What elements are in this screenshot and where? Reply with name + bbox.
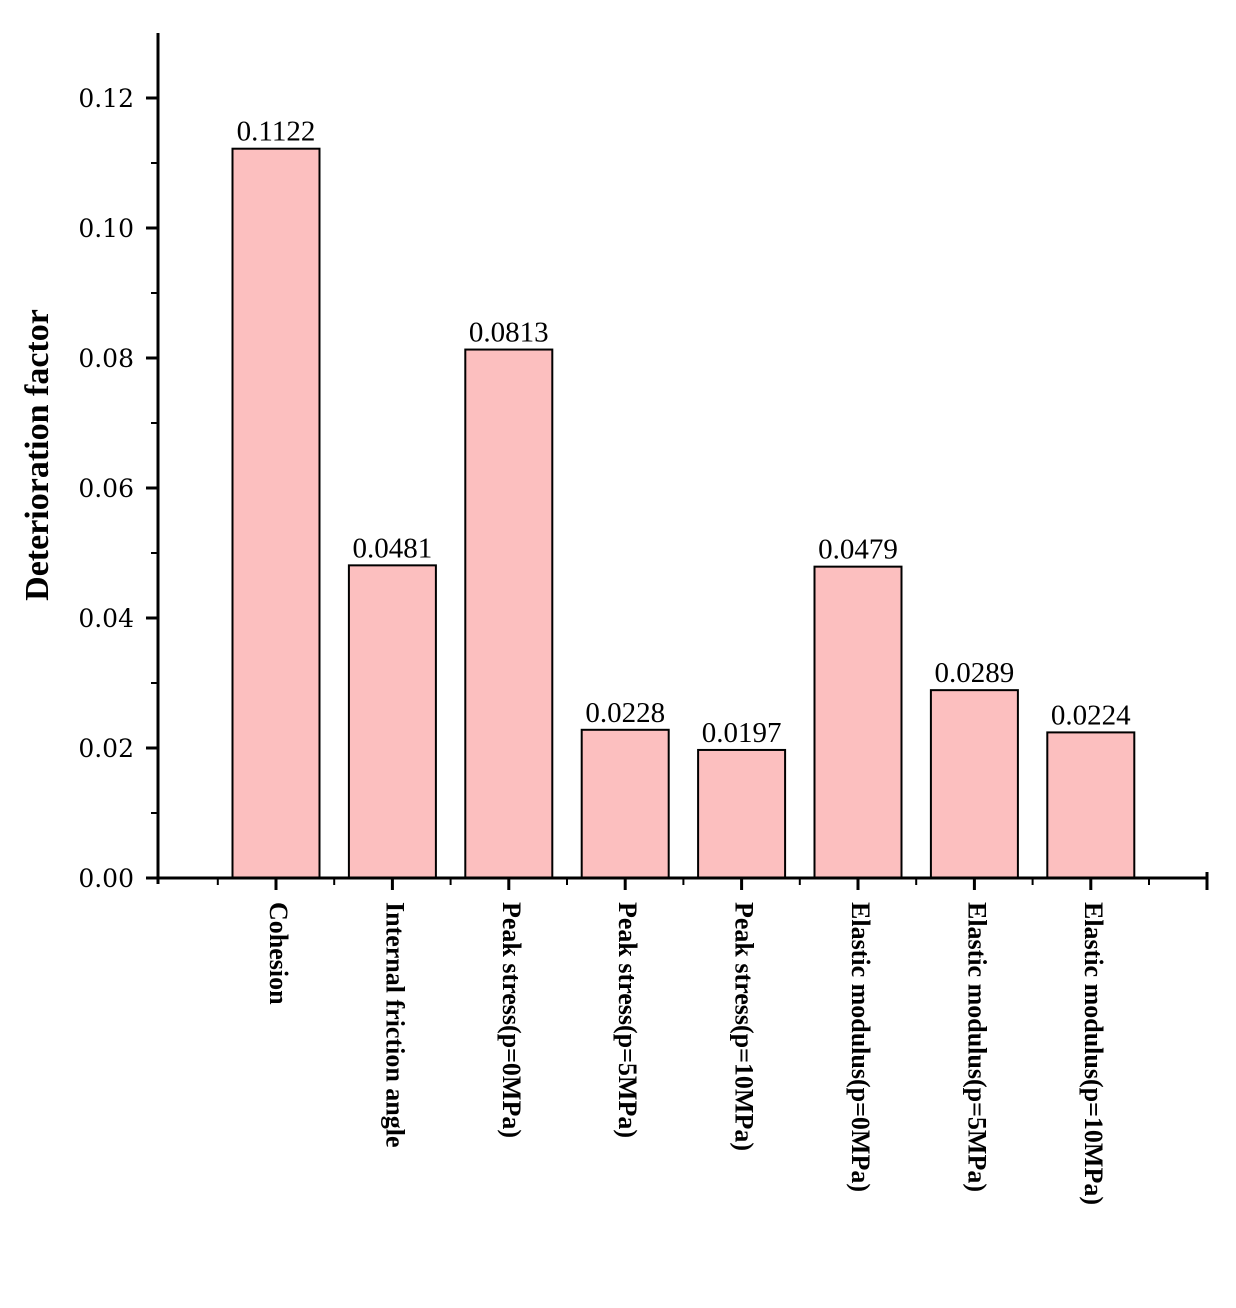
- y-tick-label-1: 0.02: [78, 734, 134, 763]
- bar-5: [697, 748, 787, 880]
- bar-7: [929, 689, 1019, 880]
- data-label-4: 0.0228: [585, 697, 665, 729]
- y-tick-label-3: 0.06: [78, 474, 134, 503]
- bar-2: [347, 564, 437, 879]
- x-category-label-1: Cohesion: [264, 902, 293, 1005]
- x-category-label-7: Elastic modulus(p=5MPa): [962, 902, 991, 1192]
- x-category-label-3: Peak stress(p=0MPa): [497, 902, 526, 1138]
- x-category-label-2: Internal friction angle: [380, 902, 409, 1148]
- data-label-8: 0.0224: [1051, 699, 1131, 731]
- data-label-2: 0.0481: [353, 532, 433, 564]
- y-tick-label-5: 0.10: [78, 214, 134, 243]
- data-label-5: 0.0197: [702, 717, 782, 749]
- x-category-label-6: Elastic modulus(p=0MPa): [846, 902, 875, 1192]
- x-category-label-4: Peak stress(p=5MPa): [613, 902, 642, 1138]
- bar-4: [580, 728, 670, 879]
- labels-layer: 0.1122 0.0481 0.0813 0.0228 0.0197 0.0479 0.02…: [19, 84, 1131, 1205]
- bar-8: [1046, 731, 1136, 880]
- data-label-6: 0.0479: [818, 534, 898, 566]
- axes-layer: [146, 33, 1209, 890]
- y-tick-label-4: 0.08: [78, 344, 134, 373]
- data-label-7: 0.0289: [935, 657, 1015, 689]
- bars-layer: [231, 147, 1136, 880]
- y-axis-title: Deterioration factor: [19, 309, 56, 601]
- data-label-1: 0.1122: [237, 116, 316, 148]
- bar-1: [231, 147, 321, 879]
- bar-3: [464, 348, 554, 879]
- x-category-label-5: Peak stress(p=10MPa): [730, 902, 759, 1151]
- x-category-label-8: Elastic modulus(p=10MPa): [1079, 902, 1108, 1205]
- y-tick-label-2: 0.04: [78, 604, 134, 633]
- y-tick-label-0: 0.00: [78, 864, 134, 893]
- bar-6: [813, 565, 903, 880]
- data-label-3: 0.0813: [469, 317, 549, 349]
- y-tick-label-6: 0.12: [78, 84, 134, 113]
